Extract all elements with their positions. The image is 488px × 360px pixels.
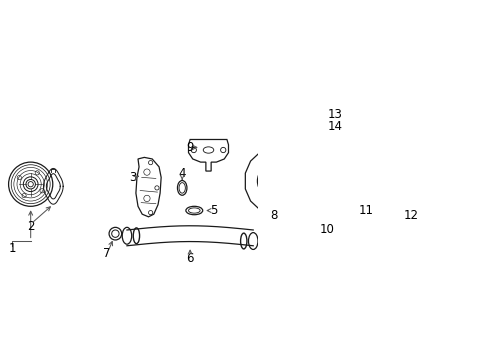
Text: 6: 6 — [186, 252, 193, 265]
Text: 2: 2 — [27, 220, 35, 233]
Text: 8: 8 — [270, 209, 277, 222]
Text: 1: 1 — [8, 242, 16, 255]
Text: 4: 4 — [178, 167, 185, 180]
Text: 7: 7 — [103, 247, 110, 260]
Text: 9: 9 — [186, 141, 193, 154]
Text: 10: 10 — [319, 224, 334, 237]
Text: 5: 5 — [210, 204, 217, 217]
Text: 13: 13 — [326, 108, 342, 121]
Text: 11: 11 — [358, 204, 373, 217]
Text: 12: 12 — [403, 209, 418, 222]
Text: 14: 14 — [326, 120, 342, 133]
Text: 3: 3 — [129, 171, 137, 184]
